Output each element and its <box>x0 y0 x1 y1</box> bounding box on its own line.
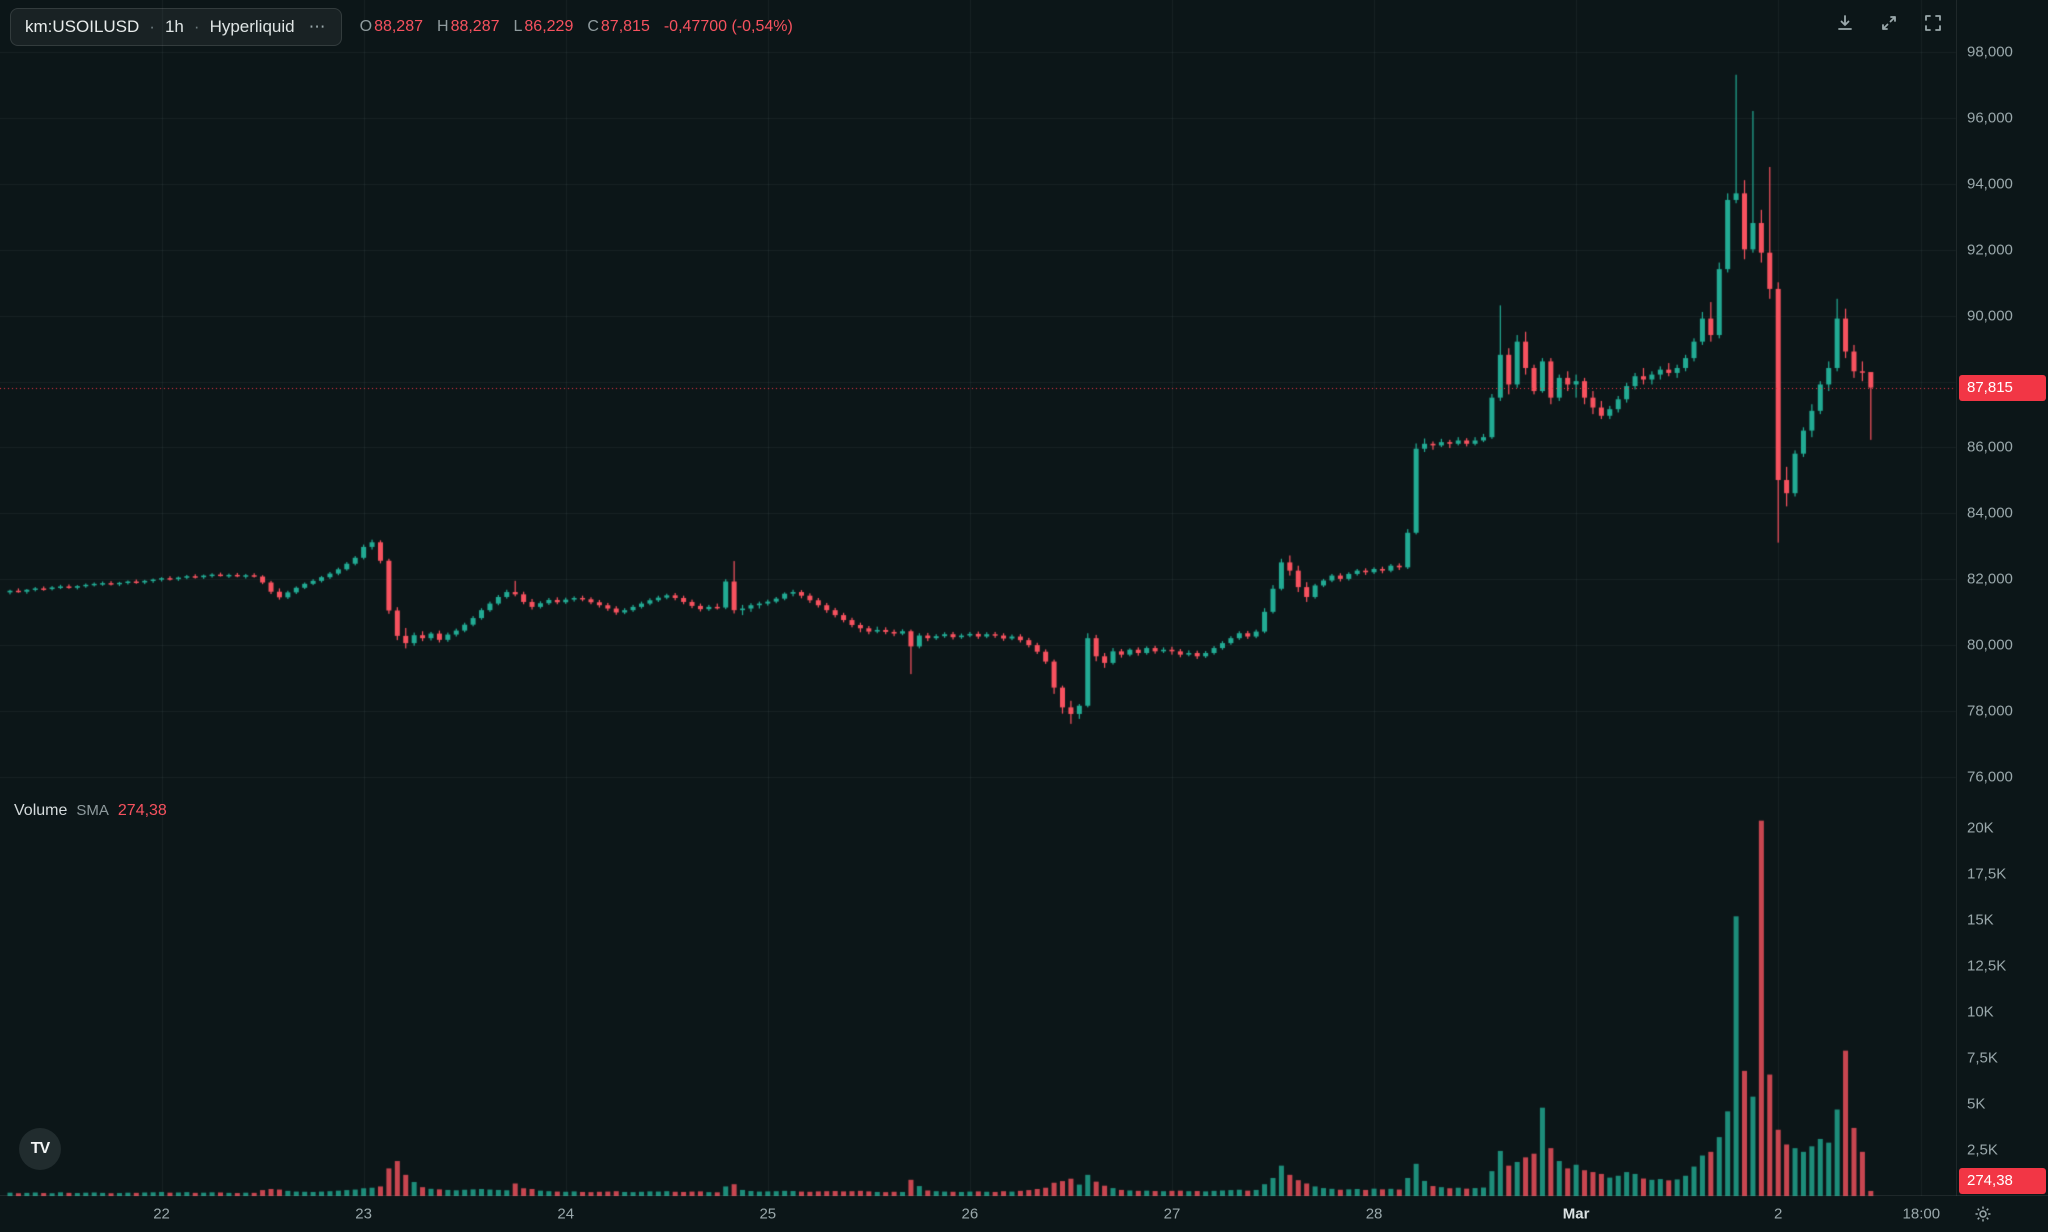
price-tick-label: 82,000 <box>1967 570 2013 588</box>
exchange-label: Hyperliquid <box>209 17 295 36</box>
volume-tick-label: 20K <box>1967 819 1994 837</box>
time-tick-label: 28 <box>1365 1205 1383 1223</box>
price-axis[interactable]: 87,815 274,38 98,000 96,000 94,000 92,000 90… <box>1956 0 2048 1196</box>
time-tick-label: 18:00 <box>1902 1205 1941 1223</box>
price-tick-label: 78,000 <box>1967 702 2013 720</box>
current-volume-badge: 274,38 <box>1959 1168 2046 1194</box>
separator-dot: · <box>193 17 200 36</box>
time-tick-label: Mar <box>1562 1205 1590 1223</box>
volume-tick-label: 12,5K <box>1967 957 2007 975</box>
price-tick-label: 84,000 <box>1967 504 2013 522</box>
time-tick-label: 24 <box>557 1205 575 1223</box>
chart-header: km:USOILUSD · 1h · Hyperliquid ⋯ O 88,287… <box>10 8 793 46</box>
volume-title: Volume <box>14 802 68 819</box>
time-axis[interactable]: 22 23 24 25 26 27 28 Mar 2 18:00 <box>0 1195 2048 1232</box>
volume-tick-label: 7,5K <box>1967 1049 1998 1067</box>
fullscreen-icon[interactable] <box>1918 8 1948 38</box>
price-tick-label: 76,000 <box>1967 768 2013 786</box>
change-value: -0,47700 (-0,54%) <box>663 18 793 35</box>
price-tick-label: 96,000 <box>1967 109 2013 127</box>
open-value: O 88,287 <box>359 18 423 35</box>
ohlc-readout: O 88,287 H 88,287 L 86,229 C 87,815 -0,47700… <box>360 18 793 36</box>
volume-sma-value: 274,38 <box>117 802 167 819</box>
resize-icon[interactable] <box>1874 8 1904 38</box>
price-tick-label: 90,000 <box>1967 307 2013 325</box>
download-icon[interactable] <box>1830 8 1860 38</box>
volume-tick-label: 10K <box>1967 1003 1994 1021</box>
symbol-button[interactable]: km:USOILUSD · 1h · Hyperliquid ⋯ <box>10 8 342 46</box>
more-options-icon[interactable]: ⋯ <box>308 17 327 36</box>
gear-icon[interactable] <box>1974 1205 1992 1223</box>
price-tick-label: 94,000 <box>1967 175 2013 193</box>
price-tick-label: 98,000 <box>1967 43 2013 61</box>
price-tick-label: 80,000 <box>1967 636 2013 654</box>
volume-tick-label: 5K <box>1967 1095 1986 1113</box>
price-tick-label: 86,000 <box>1967 438 2013 456</box>
volume-tick-label: 2,5K <box>1967 1141 1998 1159</box>
time-tick-label: 22 <box>153 1205 170 1223</box>
volume-tick-label: 15K <box>1967 911 1994 929</box>
time-tick-label: 23 <box>355 1205 372 1223</box>
chart-toolbar <box>1830 8 1948 38</box>
low-value: L 86,229 <box>513 18 574 35</box>
separator-dot: · <box>149 17 155 36</box>
volume-tick-label: 17,5K <box>1967 865 2007 883</box>
symbol-name: km:USOILUSD <box>25 17 140 36</box>
volume-sma-label: SMA <box>76 802 109 819</box>
time-tick-label: 26 <box>961 1205 979 1223</box>
time-tick-label: 25 <box>759 1205 777 1223</box>
volume-legend[interactable]: Volume SMA 274,38 <box>14 802 167 820</box>
close-value: C 87,815 <box>587 18 650 35</box>
time-tick-label: 27 <box>1163 1205 1181 1223</box>
tradingview-logo[interactable]: TV <box>19 1128 61 1170</box>
last-price-badge: 87,815 <box>1959 374 2046 401</box>
interval-label: 1h <box>164 17 184 36</box>
high-value: H 88,287 <box>437 18 500 35</box>
time-tick-label: 2 <box>1774 1205 1783 1223</box>
price-tick-label: 92,000 <box>1967 241 2013 259</box>
